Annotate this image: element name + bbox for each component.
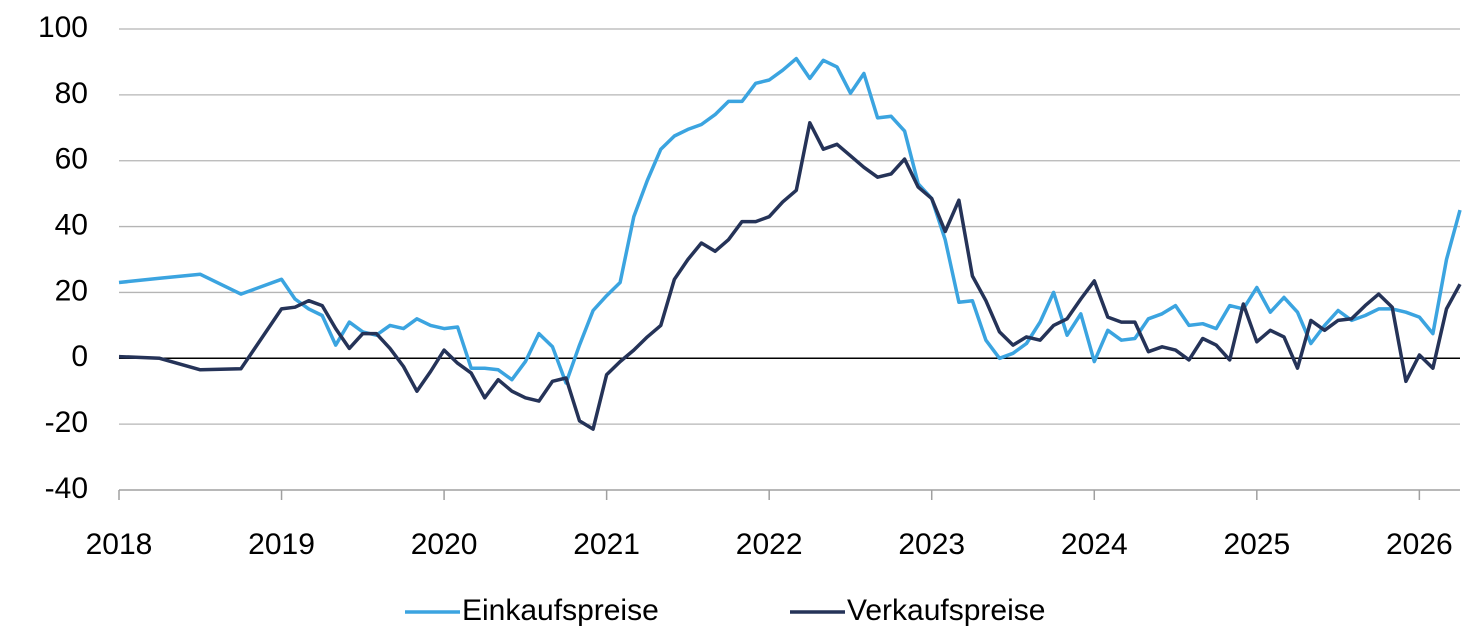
x-tick-label: 2023 [898, 528, 965, 561]
x-tick-label: 2018 [86, 528, 153, 561]
legend-label: Verkaufspreise [847, 594, 1045, 627]
x-tick-label: 2021 [573, 528, 640, 561]
y-tick-label: 80 [55, 77, 88, 110]
legend-label: Einkaufspreise [462, 594, 659, 627]
x-tick-label: 2025 [1223, 528, 1290, 561]
series-line [118, 56, 1462, 385]
y-tick-label: 40 [55, 208, 88, 241]
y-tick-label: 100 [38, 11, 88, 44]
x-tick-label: 2022 [736, 528, 803, 561]
y-tick-label: 60 [55, 143, 88, 176]
series-line [118, 121, 1462, 431]
x-tick-label: 2026 [1386, 528, 1453, 561]
y-tick-label: 0 [71, 340, 88, 373]
y-tick-label: -40 [45, 472, 88, 505]
x-tick-label: 2020 [411, 528, 478, 561]
x-tick-label: 2019 [248, 528, 315, 561]
y-tick-label: 20 [55, 274, 88, 307]
x-tick-label: 2024 [1061, 528, 1128, 561]
y-tick-label: -20 [45, 406, 88, 439]
